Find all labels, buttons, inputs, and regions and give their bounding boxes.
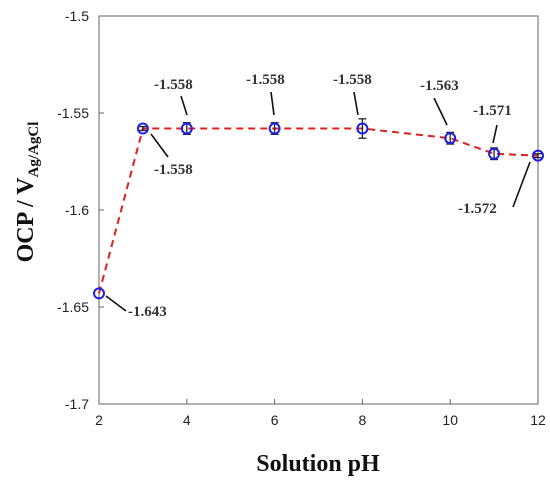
data-point bbox=[268, 122, 281, 135]
x-axis-ticks: 2 4 6 8 10 12 bbox=[95, 399, 546, 428]
y-axis-title-main: OCP / V bbox=[13, 177, 39, 263]
y-tick-label: -1.65 bbox=[57, 299, 89, 315]
x-tick-label: 6 bbox=[271, 412, 279, 428]
data-point bbox=[180, 122, 193, 135]
annotation-leader bbox=[105, 295, 127, 312]
annotation-leader bbox=[492, 124, 498, 144]
data-label: -1.558 bbox=[154, 162, 193, 178]
x-tick-label: 2 bbox=[95, 412, 103, 428]
data-label: -1.558 bbox=[246, 72, 285, 88]
annotation-leader bbox=[180, 95, 188, 116]
data-point bbox=[444, 132, 457, 145]
data-label: -1.558 bbox=[333, 72, 372, 88]
y-tick-label: -1.55 bbox=[57, 105, 89, 121]
x-tick-label: 12 bbox=[530, 412, 546, 428]
y-tick-label: -1.6 bbox=[65, 202, 89, 218]
y-tick-label: -1.5 bbox=[65, 8, 89, 24]
annotation-leader bbox=[150, 133, 169, 158]
series-layer bbox=[93, 118, 544, 300]
y-axis-title: OCP / VAg/AgCl bbox=[13, 122, 42, 263]
data-label: -1.558 bbox=[154, 77, 193, 93]
x-tick-label: 10 bbox=[442, 412, 458, 428]
x-tick-label: 4 bbox=[183, 412, 191, 428]
data-label: -1.571 bbox=[473, 103, 512, 119]
annotation-leader bbox=[270, 91, 275, 116]
data-point bbox=[136, 122, 149, 135]
data-label: -1.643 bbox=[128, 304, 167, 320]
series-line bbox=[98, 127, 539, 294]
data-point bbox=[356, 122, 369, 135]
y-axis-ticks: -1.5 -1.55 -1.6 -1.65 -1.7 bbox=[57, 8, 104, 412]
data-point bbox=[532, 149, 544, 162]
y-tick-label: -1.7 bbox=[65, 396, 89, 412]
data-point bbox=[93, 287, 105, 300]
x-axis-title: Solution pH bbox=[256, 451, 380, 477]
data-label: -1.572 bbox=[458, 201, 497, 217]
y-axis-title-subscript: Ag/AgCl bbox=[26, 122, 42, 178]
annotation-leader bbox=[353, 91, 359, 116]
x-tick-label: 8 bbox=[359, 412, 367, 428]
data-point bbox=[488, 147, 501, 160]
data-label: -1.563 bbox=[420, 78, 459, 94]
annotation-layer: -1.643 -1.558 -1.558 -1.558 -1.558 -1.563 -1.5… bbox=[105, 72, 531, 320]
annotation-leader bbox=[512, 161, 531, 208]
annotation-leader bbox=[433, 97, 448, 126]
